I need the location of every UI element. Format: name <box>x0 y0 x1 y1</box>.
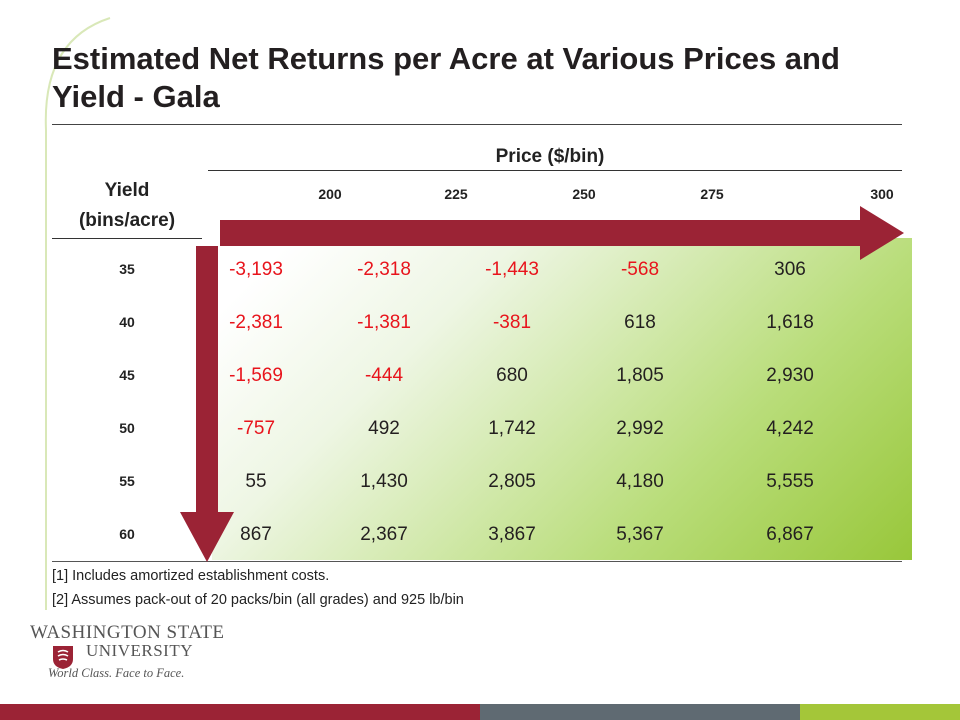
net-return-cell: 492 <box>368 418 400 439</box>
table-bottom-divider <box>52 561 902 562</box>
table-body-background <box>212 238 912 560</box>
price-column-header: 300 <box>870 186 894 202</box>
title-divider <box>52 124 902 125</box>
price-header: Price ($/bin) <box>495 146 605 167</box>
logo-line1: WASHINGTON STATE <box>30 622 225 643</box>
yield-header: Yield (bins/acre) <box>52 176 202 236</box>
decorative-arc <box>44 17 111 610</box>
yield-row-label: 55 <box>119 473 135 489</box>
price-column-header: 225 <box>444 186 468 202</box>
net-return-cell: 5,555 <box>766 471 814 492</box>
table-row: 45 -1,569 -444 680 1,805 2,930 <box>52 349 902 402</box>
yield-header-divider <box>52 238 202 239</box>
net-return-cell: 6,867 <box>766 524 814 545</box>
net-return-cell: 2,992 <box>616 418 664 439</box>
logo-line2: UNIVERSITY <box>86 641 193 660</box>
cougar-seal-icon <box>53 646 73 669</box>
net-return-cell: 2,930 <box>766 365 814 386</box>
price-column-header: 200 <box>318 186 342 202</box>
net-return-cell: -1,443 <box>485 259 539 280</box>
footer-bar-red <box>0 704 480 720</box>
right-arrow-icon <box>220 206 904 260</box>
table-row: 55 55 1,430 2,805 4,180 5,555 <box>52 455 902 508</box>
net-return-cell: -757 <box>236 418 276 439</box>
price-column-header: 275 <box>700 186 724 202</box>
down-arrow-icon <box>180 246 234 562</box>
net-return-cell: -1,569 <box>229 365 283 386</box>
table-row: 35 -3,193 -2,318 -1,443 -568 306 <box>52 243 902 296</box>
net-return-cell: 1,430 <box>360 471 408 492</box>
yield-row-label: 35 <box>119 261 135 277</box>
footnote: [2] Assumes pack-out of 20 packs/bin (al… <box>52 592 464 608</box>
table-row: 60 867 2,367 3,867 5,367 6,867 <box>52 508 902 561</box>
yield-row-label: 50 <box>119 420 135 436</box>
price-column-header: 250 <box>572 186 596 202</box>
logo-tagline: World Class. Face to Face. <box>48 666 185 680</box>
net-return-cell: 306 <box>774 259 806 280</box>
footer-bar-gray <box>480 704 800 720</box>
price-header-divider <box>208 170 902 171</box>
net-return-cell: -568 <box>620 259 660 280</box>
net-return-cell: 2,805 <box>488 471 536 492</box>
net-return-cell: -2,381 <box>229 312 283 333</box>
table-row: 50 -757 492 1,742 2,992 4,242 <box>52 402 902 455</box>
net-return-cell: -381 <box>492 312 532 333</box>
net-return-cell: 1,805 <box>616 365 664 386</box>
net-return-cell: -3,193 <box>229 259 283 280</box>
net-return-cell: 680 <box>496 365 528 386</box>
yield-header-line1: Yield <box>104 180 150 201</box>
yield-row-label: 60 <box>119 526 135 542</box>
footer-bar-green <box>800 704 960 720</box>
net-return-cell: -1,381 <box>357 312 411 333</box>
yield-row-label: 40 <box>119 314 135 330</box>
net-return-cell: 4,242 <box>766 418 814 439</box>
table-row: 40 -2,381 -1,381 -381 618 1,618 <box>52 296 902 349</box>
yield-header-line2: (bins/acre) <box>78 210 176 231</box>
footnote: [1] Includes amortized establishment cos… <box>52 568 330 584</box>
net-return-cell: 4,180 <box>616 471 664 492</box>
net-return-cell: 867 <box>240 524 272 545</box>
net-return-cell: 55 <box>245 471 267 492</box>
net-return-cell: 3,867 <box>488 524 536 545</box>
net-return-cell: 1,618 <box>766 312 814 333</box>
university-logo: WASHINGTON STATE UNIVERSITY World Class.… <box>30 622 250 686</box>
page-title: Estimated Net Returns per Acre at Variou… <box>52 41 840 114</box>
net-return-cell: 2,367 <box>360 524 408 545</box>
net-return-cell: -2,318 <box>357 259 411 280</box>
net-return-cell: 1,742 <box>488 418 536 439</box>
net-return-cell: -444 <box>364 365 404 386</box>
yield-row-label: 45 <box>119 367 135 383</box>
net-return-cell: 618 <box>624 312 656 333</box>
net-return-cell: 5,367 <box>616 524 664 545</box>
